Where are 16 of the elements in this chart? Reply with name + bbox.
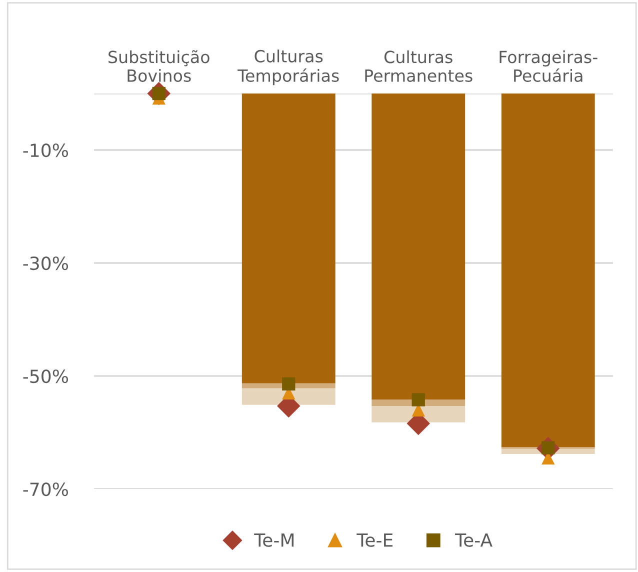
bar: [372, 94, 466, 400]
y-tick-label: -10%: [23, 143, 68, 158]
x-tick-label: Substituição Bovinos: [108, 50, 210, 82]
legend-label: Te-M: [254, 533, 294, 547]
point: [282, 377, 296, 390]
bar: [242, 94, 336, 384]
legend-label: Te-E: [356, 533, 393, 547]
x-tick-label: Culturas Temporárias: [238, 50, 339, 86]
x-tick-label: Forrageiras- Pecuária: [500, 50, 598, 82]
y-tick-label: -50%: [23, 369, 68, 384]
bar: [501, 94, 595, 448]
y-tick-label: -30%: [23, 256, 68, 270]
point: [412, 393, 425, 406]
legend-label: Te-A: [455, 533, 492, 547]
y-tick-label: -70%: [23, 482, 68, 496]
x-tick-label: Culturas Permanentes: [365, 50, 472, 82]
